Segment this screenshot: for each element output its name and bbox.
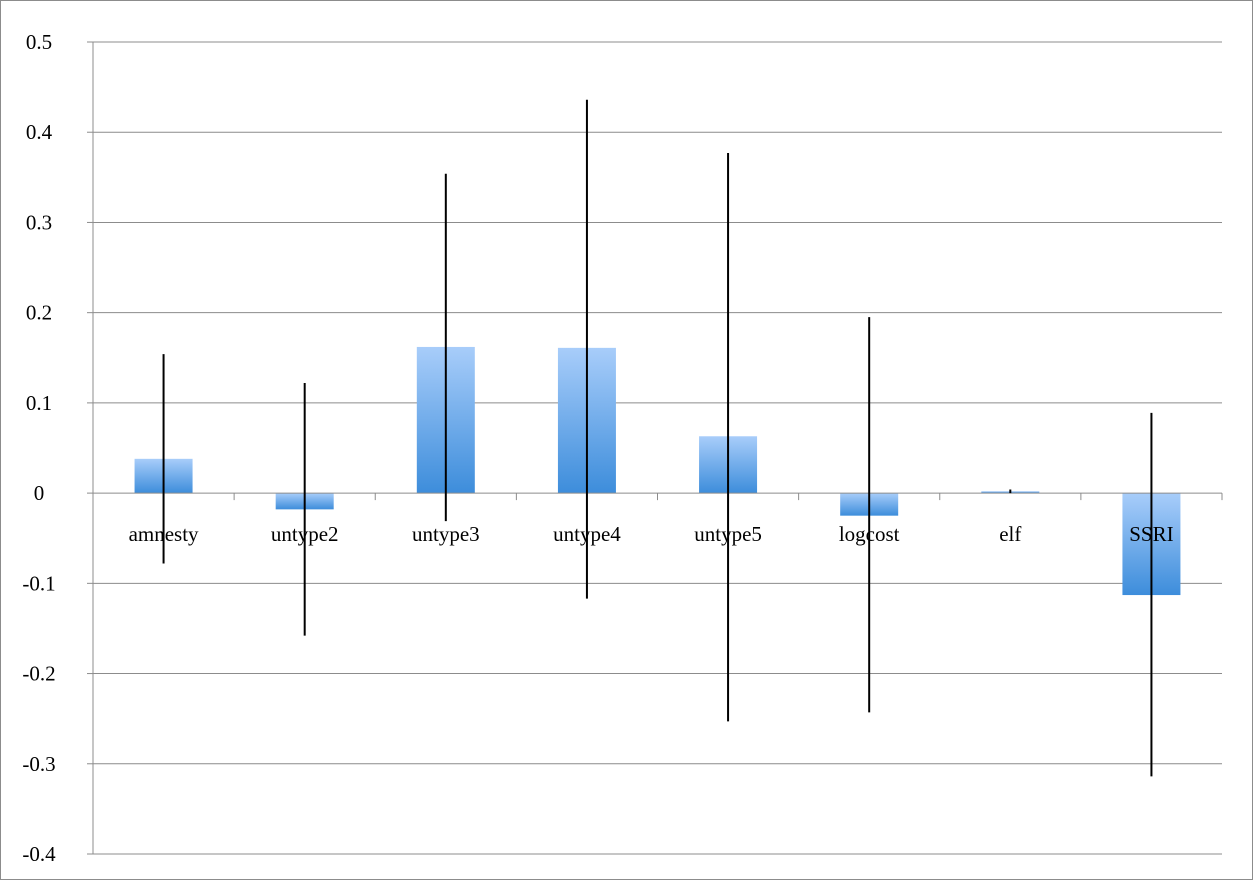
category-label-untype4: untype4 [553,522,621,546]
y-tick-label: 0.3 [26,210,52,234]
y-tick-label: -0.1 [22,571,55,595]
category-labels: amnesty untype2 untype3 untype4 untype5 logco… [129,522,1174,546]
zero-axis [92,492,1223,501]
error-bars [162,99,1153,777]
category-label-untype5: untype5 [694,522,762,546]
category-label-SSRI: SSRI [1129,522,1173,546]
y-tick-label: -0.3 [22,752,55,776]
gridlines [87,41,1222,855]
bars [134,346,1181,596]
category-label-untype3: untype3 [412,522,480,546]
category-label-amnesty: amnesty [129,522,199,546]
y-tick-label: -0.4 [22,842,56,866]
y-tick-label: 0.2 [26,301,52,325]
y-tick-label: -0.2 [22,662,55,686]
y-tick-label: 0.4 [26,120,53,144]
y-tick-label: 0.5 [26,30,52,54]
y-tick-label: 0.1 [26,391,52,415]
y-axis-tick-labels: 0.5 0.4 0.3 0.2 0.1 0 -0.1 -0.2 -0.3 -0.4 [22,30,56,866]
category-label-untype2: untype2 [271,522,339,546]
y-tick-label: 0 [34,481,45,505]
category-label-logcost: logcost [839,522,900,546]
category-label-elf: elf [999,522,1021,546]
